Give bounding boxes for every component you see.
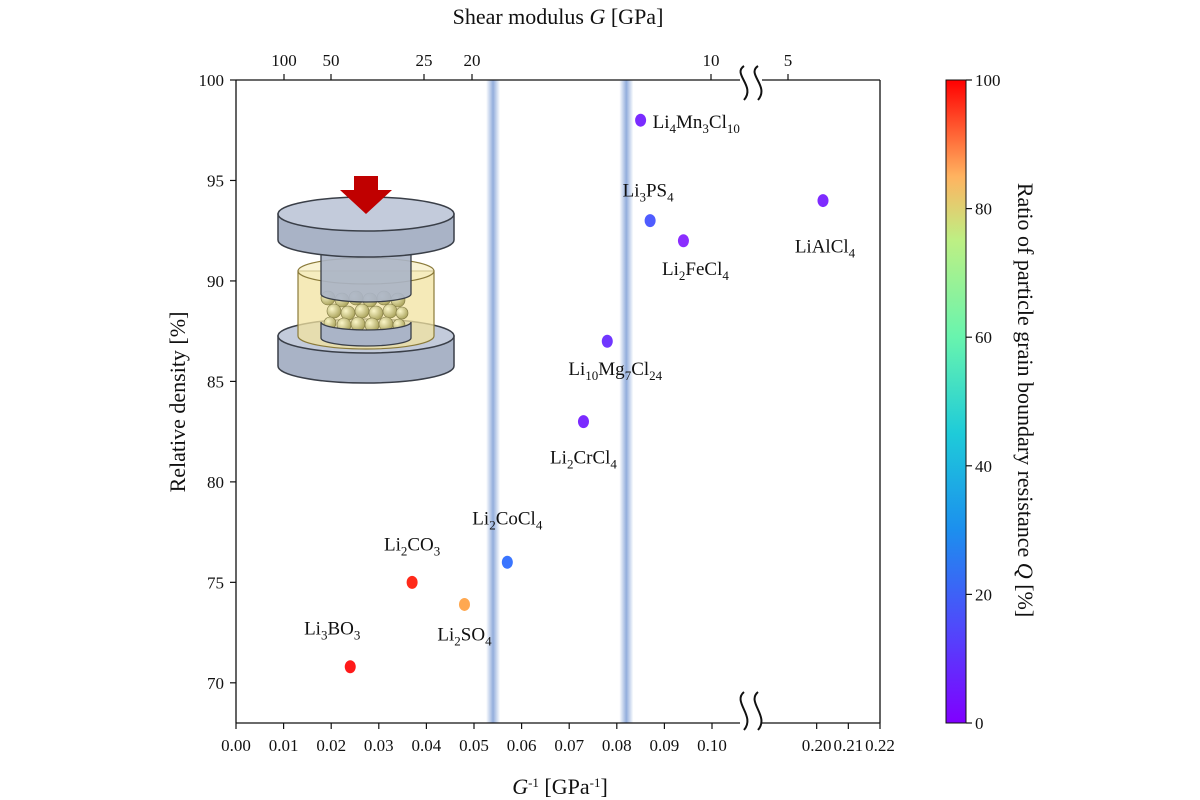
colorbar-tick-label: 40 xyxy=(975,457,992,476)
x-tick-label: 0.05 xyxy=(459,736,489,755)
x-tick-label: 0.06 xyxy=(507,736,537,755)
point-label: Li2CoCl4 xyxy=(472,508,543,532)
press-arrow-icon xyxy=(340,176,392,214)
x-tick-label: 0.08 xyxy=(602,736,632,755)
y-tick-label: 75 xyxy=(207,573,224,592)
colorbar-tick-label: 0 xyxy=(975,714,984,733)
y-tick-label: 85 xyxy=(207,372,224,391)
colorbar-tick-label: 80 xyxy=(975,200,992,219)
data-points: Li3BO3 Li2CO3 Li2SO4 Li2CoCl4 Li2CrCl4 Li10Mg… xyxy=(304,112,856,674)
point-label: Li10Mg7Cl24 xyxy=(568,359,662,383)
highlight-band-1 xyxy=(486,80,501,723)
press-illustration xyxy=(277,176,455,384)
top-tick-label: 10 xyxy=(703,51,720,70)
colorbar-tick-label: 20 xyxy=(975,585,992,604)
data-point xyxy=(635,113,647,127)
colorbar-title: Ratio of particle grain boundary resista… xyxy=(1013,183,1038,617)
point-label: Li3PS4 xyxy=(623,181,675,205)
colorbar-tick-label: 100 xyxy=(975,71,1001,90)
y-tick-label: 90 xyxy=(207,272,224,291)
x-tick-label: 0.02 xyxy=(316,736,346,755)
colorbar-ticks: 0 20 40 60 80 100 xyxy=(966,71,1001,733)
data-point xyxy=(344,660,356,674)
top-axis-title: Shear modulus G [GPa] xyxy=(453,4,664,29)
y-tick-label: 100 xyxy=(199,71,225,90)
x-tick-label: 0.09 xyxy=(650,736,680,755)
y-axis-ticks: 70 75 80 85 90 95 100 xyxy=(199,71,236,693)
point-label: Li2CrCl4 xyxy=(550,448,617,472)
colorbar-tick-label: 60 xyxy=(975,328,992,347)
point-label: Li2CO3 xyxy=(384,534,440,558)
particles xyxy=(320,290,409,333)
x-tick-label: 0.07 xyxy=(554,736,584,755)
highlight-band-2 xyxy=(619,80,634,723)
y-axis-title: Relative density [%] xyxy=(165,312,190,493)
data-point xyxy=(677,234,689,248)
point-label: LiAlCl4 xyxy=(795,237,856,261)
top-tick-label: 50 xyxy=(323,51,340,70)
point-label: Li2SO4 xyxy=(437,624,492,648)
data-point xyxy=(501,555,513,569)
top-tick-label: 5 xyxy=(784,51,793,70)
point-label: Li3BO3 xyxy=(304,619,360,643)
data-point xyxy=(817,194,829,208)
axis-break-top xyxy=(739,65,763,101)
x-tick-label: 0.04 xyxy=(412,736,442,755)
point-label: Li2FeCl4 xyxy=(662,259,729,283)
x-axis-ticks: 0.00 0.01 0.02 0.03 0.04 0.05 0.06 0.07 0.08 0.09… xyxy=(221,723,895,755)
point-label: Li4Mn3Cl10 xyxy=(653,112,740,136)
highlight-bands xyxy=(486,80,634,723)
y-tick-label: 80 xyxy=(207,473,224,492)
plot-frame xyxy=(235,79,881,724)
data-point xyxy=(644,214,656,228)
data-point xyxy=(458,597,470,611)
x-tick-label: 0.21 xyxy=(833,736,863,755)
data-point xyxy=(601,334,613,348)
top-axis-ticks: 100 50 25 20 10 5 xyxy=(271,51,792,80)
x-axis-title: G-1 [GPa-1] xyxy=(512,774,608,799)
x-tick-label: 0.20 xyxy=(802,736,832,755)
top-tick-label: 25 xyxy=(416,51,433,70)
x-tick-label: 0.01 xyxy=(269,736,299,755)
colorbar: 0 20 40 60 80 100 Ratio of particle grain bou… xyxy=(945,71,1038,733)
data-point xyxy=(406,575,418,589)
x-tick-label: 0.22 xyxy=(865,736,895,755)
top-tick-label: 100 xyxy=(271,51,297,70)
data-point xyxy=(577,415,589,429)
x-tick-label: 0.10 xyxy=(697,736,727,755)
axis-break-bottom xyxy=(739,691,763,731)
x-tick-label: 0.00 xyxy=(221,736,251,755)
y-tick-label: 95 xyxy=(207,171,224,190)
x-tick-label: 0.03 xyxy=(364,736,394,755)
top-tick-label: 20 xyxy=(464,51,481,70)
y-tick-label: 70 xyxy=(207,674,224,693)
